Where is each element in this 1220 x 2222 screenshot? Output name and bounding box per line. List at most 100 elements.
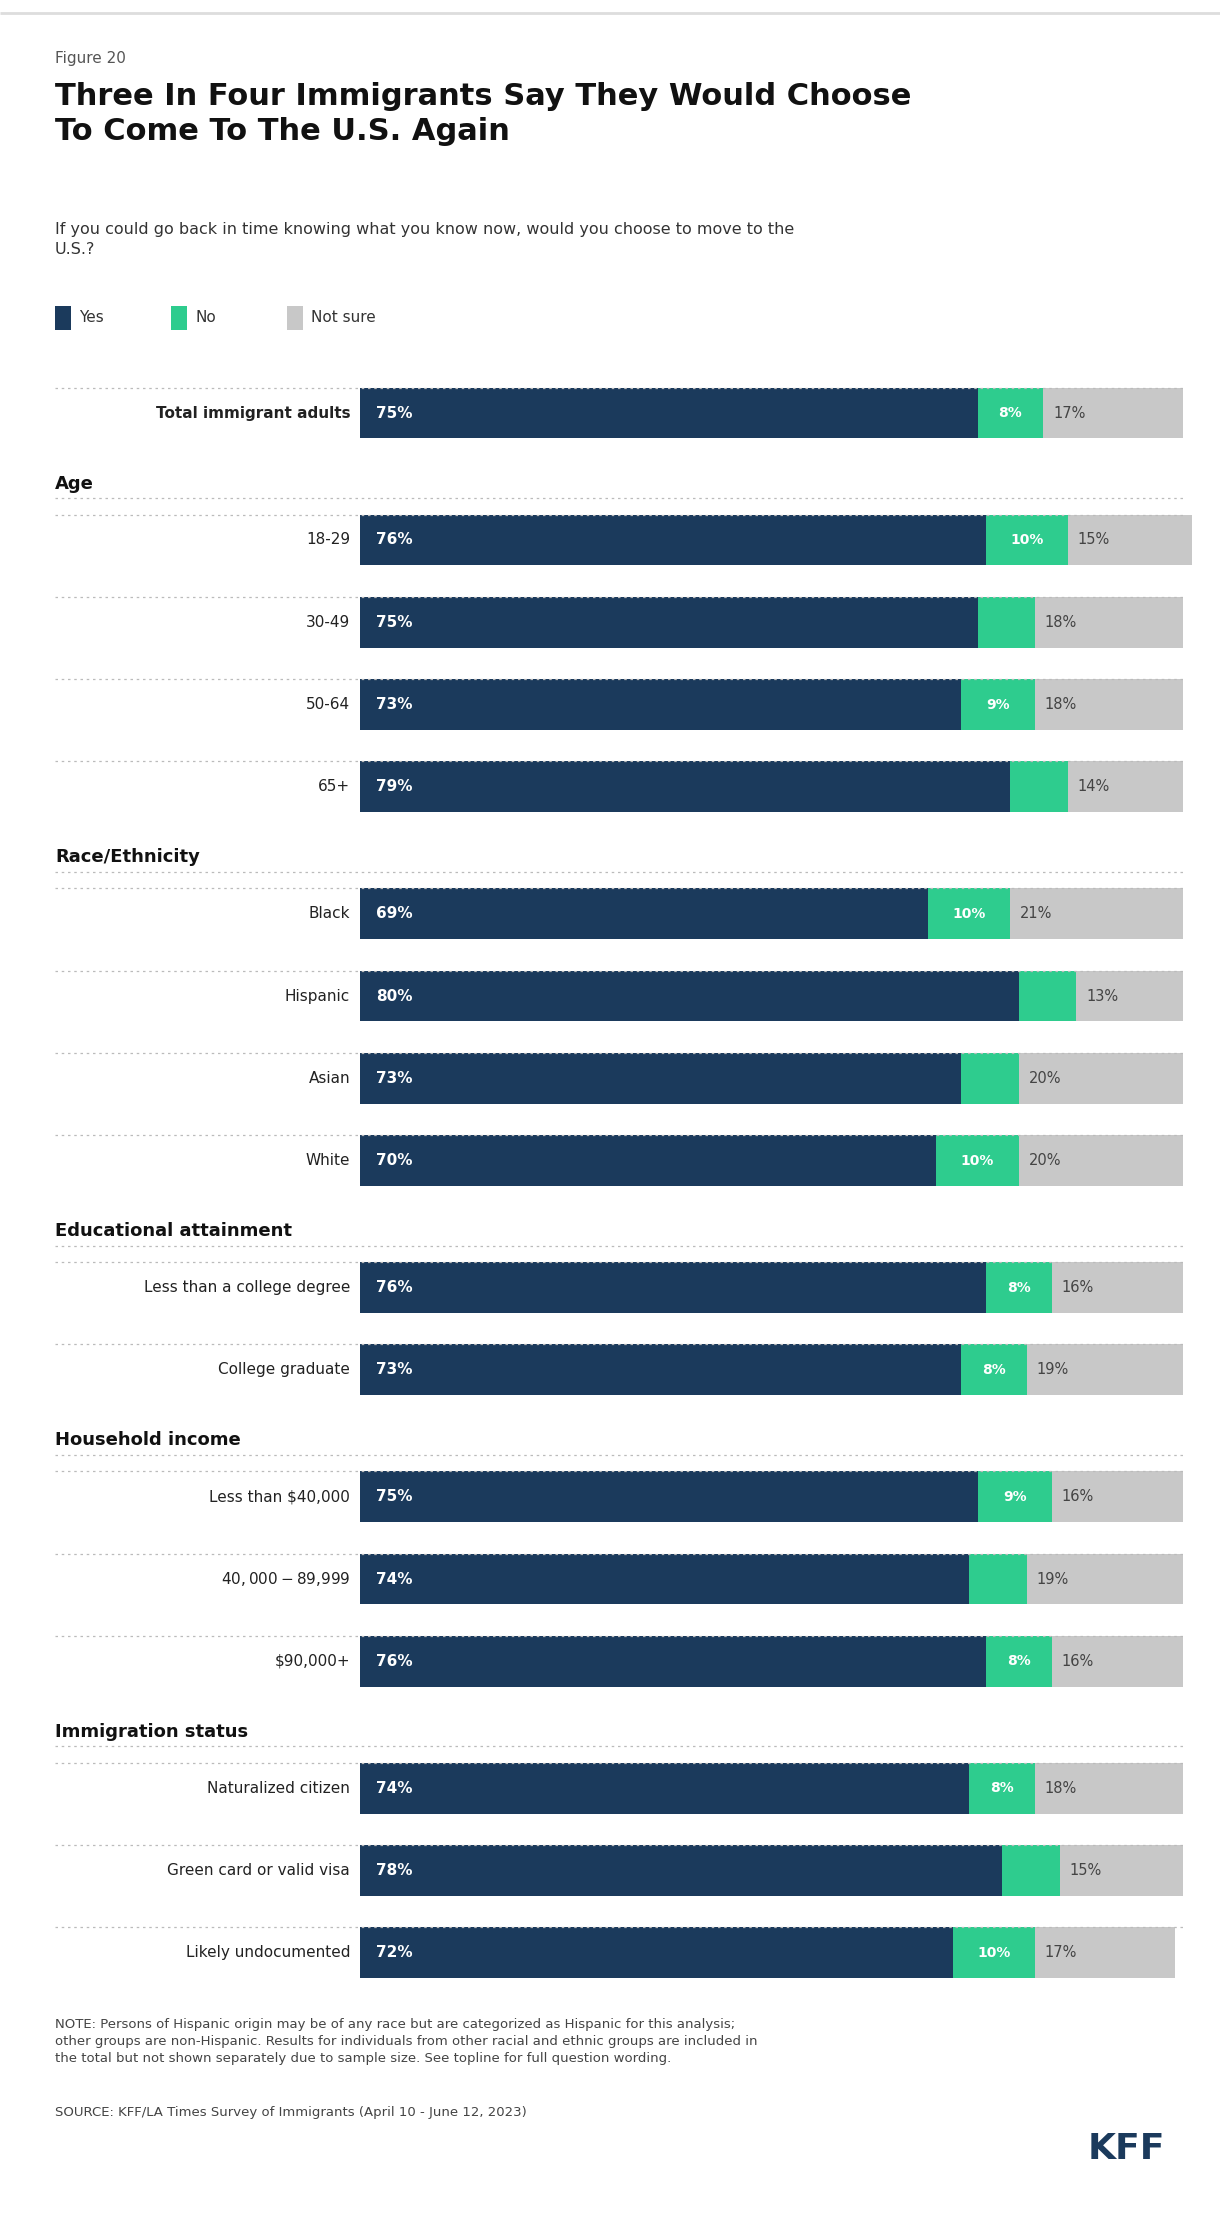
Bar bbox=[1069, 762, 1183, 813]
Text: 8%: 8% bbox=[999, 407, 1022, 420]
Text: 19%: 19% bbox=[1037, 1362, 1069, 1378]
Text: 73%: 73% bbox=[376, 1362, 412, 1378]
Bar bbox=[1035, 598, 1183, 647]
Text: 18%: 18% bbox=[1044, 1780, 1077, 1795]
Bar bbox=[1035, 1762, 1183, 1813]
Text: 76%: 76% bbox=[376, 1280, 412, 1295]
Text: 20%: 20% bbox=[1028, 1153, 1061, 1169]
Bar bbox=[1069, 516, 1192, 564]
Text: 73%: 73% bbox=[376, 698, 412, 711]
Text: KFF: KFF bbox=[1087, 2133, 1165, 2166]
Bar bbox=[1027, 1553, 1183, 1604]
Text: 65+: 65+ bbox=[318, 780, 350, 793]
Text: Green card or valid visa: Green card or valid visa bbox=[167, 1862, 350, 1878]
Text: SOURCE: KFF/LA Times Survey of Immigrants (April 10 - June 12, 2023): SOURCE: KFF/LA Times Survey of Immigrant… bbox=[55, 2106, 527, 2120]
Text: 30-49: 30-49 bbox=[306, 615, 350, 629]
Text: Race/Ethnicity: Race/Ethnicity bbox=[55, 849, 200, 867]
Text: 10%: 10% bbox=[1010, 533, 1043, 547]
Bar bbox=[961, 1344, 1027, 1395]
Text: 8%: 8% bbox=[982, 1362, 1005, 1378]
Bar bbox=[360, 1471, 977, 1522]
Bar bbox=[360, 1553, 969, 1604]
Text: Likely undocumented: Likely undocumented bbox=[185, 1944, 350, 1960]
Text: 20%: 20% bbox=[1028, 1071, 1061, 1087]
Bar bbox=[969, 1762, 1035, 1813]
Text: 10%: 10% bbox=[977, 1946, 1010, 1960]
Text: 75%: 75% bbox=[376, 615, 412, 629]
Text: 75%: 75% bbox=[376, 1489, 412, 1504]
Text: White: White bbox=[306, 1153, 350, 1169]
Bar bbox=[961, 680, 1035, 729]
Text: Yes: Yes bbox=[79, 311, 104, 324]
Bar bbox=[1019, 1053, 1183, 1104]
Text: Three In Four Immigrants Say They Would Choose
To Come To The U.S. Again: Three In Four Immigrants Say They Would … bbox=[55, 82, 911, 147]
Bar bbox=[360, 1344, 961, 1395]
Bar bbox=[961, 1053, 1019, 1104]
Bar bbox=[360, 1135, 937, 1187]
Bar bbox=[360, 1262, 986, 1313]
Text: 73%: 73% bbox=[376, 1071, 412, 1087]
Text: Not sure: Not sure bbox=[311, 311, 376, 324]
Bar bbox=[360, 1844, 1003, 1895]
Text: 19%: 19% bbox=[1037, 1571, 1069, 1587]
Bar bbox=[986, 1635, 1052, 1686]
Text: 76%: 76% bbox=[376, 533, 412, 547]
Text: $40,000-$89,999: $40,000-$89,999 bbox=[221, 1571, 350, 1589]
Text: 74%: 74% bbox=[376, 1571, 412, 1587]
Text: 80%: 80% bbox=[376, 989, 412, 1004]
Text: Age: Age bbox=[55, 476, 94, 493]
Text: 13%: 13% bbox=[1086, 989, 1119, 1004]
Text: 8%: 8% bbox=[991, 1782, 1014, 1795]
Text: College graduate: College graduate bbox=[218, 1362, 350, 1378]
Text: 78%: 78% bbox=[376, 1862, 412, 1878]
Text: 17%: 17% bbox=[1053, 404, 1086, 420]
Bar bbox=[977, 1471, 1052, 1522]
Bar bbox=[969, 1553, 1027, 1604]
Text: 16%: 16% bbox=[1061, 1489, 1093, 1504]
Text: 18%: 18% bbox=[1044, 698, 1077, 711]
Bar bbox=[171, 304, 187, 329]
Bar bbox=[937, 1135, 1019, 1187]
Bar bbox=[928, 889, 1010, 940]
Bar bbox=[977, 598, 1035, 647]
Text: Less than a college degree: Less than a college degree bbox=[144, 1280, 350, 1295]
Bar bbox=[1019, 971, 1076, 1022]
Bar bbox=[1003, 1844, 1060, 1895]
Bar bbox=[1052, 1471, 1183, 1522]
Bar bbox=[360, 516, 986, 564]
Text: 69%: 69% bbox=[376, 907, 412, 922]
Bar bbox=[360, 889, 928, 940]
Text: Naturalized citizen: Naturalized citizen bbox=[207, 1780, 350, 1795]
Text: No: No bbox=[195, 311, 216, 324]
Text: Total immigrant adults: Total immigrant adults bbox=[155, 404, 350, 420]
Text: 8%: 8% bbox=[1006, 1280, 1031, 1295]
Bar bbox=[986, 516, 1069, 564]
Text: Black: Black bbox=[309, 907, 350, 922]
Text: 72%: 72% bbox=[376, 1944, 412, 1960]
Text: 18-29: 18-29 bbox=[306, 533, 350, 547]
Bar bbox=[986, 1262, 1052, 1313]
Bar bbox=[953, 1926, 1035, 1978]
Bar bbox=[1010, 889, 1183, 940]
Text: 10%: 10% bbox=[953, 907, 986, 920]
Bar bbox=[360, 1053, 961, 1104]
Text: 8%: 8% bbox=[1006, 1655, 1031, 1669]
Text: Household income: Household income bbox=[55, 1431, 240, 1449]
Text: Hispanic: Hispanic bbox=[285, 989, 350, 1004]
Bar bbox=[360, 598, 977, 647]
Text: 14%: 14% bbox=[1078, 780, 1110, 793]
Text: 15%: 15% bbox=[1078, 533, 1110, 547]
Text: 16%: 16% bbox=[1061, 1653, 1093, 1669]
Text: 17%: 17% bbox=[1044, 1944, 1077, 1960]
Bar bbox=[287, 304, 303, 329]
Text: If you could go back in time knowing what you know now, would you choose to move: If you could go back in time knowing wha… bbox=[55, 222, 794, 258]
Bar bbox=[1060, 1844, 1183, 1895]
Text: 10%: 10% bbox=[961, 1153, 994, 1167]
Bar bbox=[360, 1635, 986, 1686]
Text: 16%: 16% bbox=[1061, 1280, 1093, 1295]
Text: Immigration status: Immigration status bbox=[55, 1722, 248, 1740]
Text: 21%: 21% bbox=[1020, 907, 1053, 922]
Bar bbox=[1052, 1262, 1183, 1313]
Bar bbox=[1076, 971, 1183, 1022]
Bar bbox=[977, 387, 1043, 438]
